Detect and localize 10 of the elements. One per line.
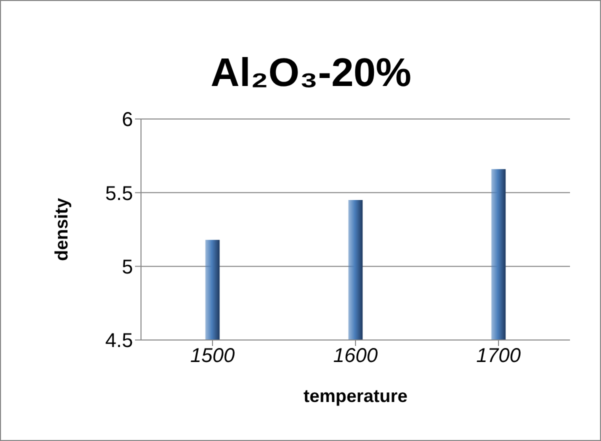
x-tick-label: 1700 (476, 345, 521, 368)
y-tick-label: 4.5 (105, 330, 133, 352)
chart-title: Al₂O₃-20% (210, 51, 412, 95)
y-tick-label: 5 (122, 256, 133, 278)
x-axis-title: temperature (303, 386, 408, 406)
y-axis-title: density (51, 198, 72, 262)
x-tick-label: 1500 (190, 345, 235, 368)
x-tick-label: 1600 (333, 345, 378, 368)
y-tick-label: 5.5 (105, 182, 133, 205)
y-tick-label: 6 (122, 109, 133, 132)
